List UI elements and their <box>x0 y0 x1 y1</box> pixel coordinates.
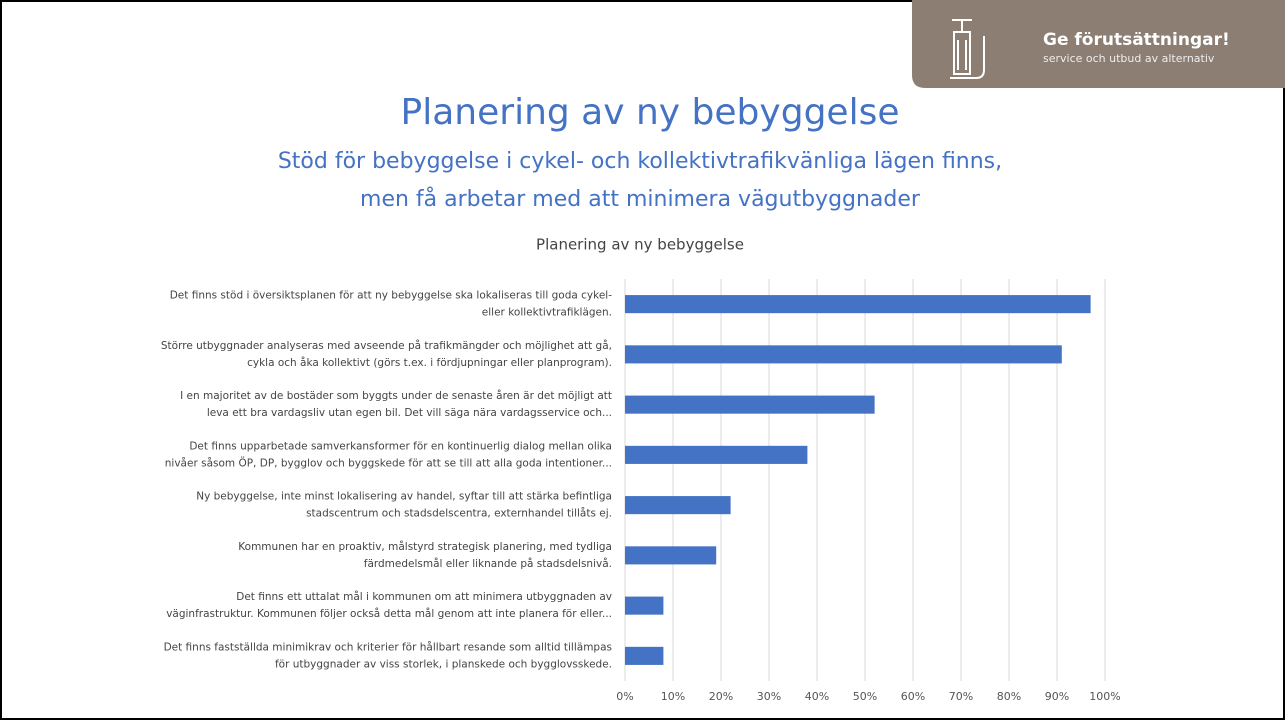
y-tick-label: leva ett bra vardagsliv utan egen bil. D… <box>207 407 612 419</box>
y-tick-label: stadscentrum och stadsdelscentra, extern… <box>306 507 612 520</box>
bar <box>625 646 664 665</box>
bar <box>625 345 1062 364</box>
bar <box>625 496 731 515</box>
slide-subtitle: men få arbetar med att minimera vägutbyg… <box>360 186 921 212</box>
x-tick-label: 50% <box>853 690 877 703</box>
y-tick-label: Det finns stöd i översiktsplanen för att… <box>170 290 612 302</box>
y-tick-label: nivåer såsom ÖP, DP, bygglov och byggske… <box>165 456 612 469</box>
y-tick-label: Det finns upparbetade samverkansformer f… <box>189 440 612 452</box>
x-tick-label: 20% <box>709 690 733 703</box>
y-tick-label: Kommunen har en proaktiv, målstyrd strat… <box>238 540 612 553</box>
x-tick-label: 100% <box>1089 690 1120 703</box>
x-tick-label: 30% <box>757 690 781 703</box>
x-tick-label: 40% <box>805 690 829 703</box>
y-tick-label: I en majoritet av de bostäder som byggts… <box>180 389 612 402</box>
badge <box>912 0 1285 88</box>
pump-icon <box>950 19 985 79</box>
y-tick-label: eller kollektivtrafiklägen. <box>482 307 612 319</box>
bar <box>625 596 664 615</box>
y-tick-label: för utbyggnader av viss storlek, i plans… <box>275 658 612 670</box>
x-tick-label: 0% <box>616 690 633 703</box>
x-tick-label: 10% <box>661 690 685 703</box>
bar <box>625 445 808 464</box>
x-tick-label: 70% <box>949 690 973 703</box>
y-tick-label: färdmedelsmål eller liknande på stadsdel… <box>364 557 612 570</box>
bar <box>625 295 1091 314</box>
bar <box>625 395 875 414</box>
slide-title: Planering av ny bebyggelse <box>401 92 900 133</box>
badge-title: Ge förutsättningar! <box>1043 30 1230 50</box>
bar <box>625 546 717 565</box>
y-tick-label: väginfrastruktur. Kommunen följer också … <box>166 607 612 620</box>
badge-subtitle: service och utbud av alternativ <box>1043 52 1215 65</box>
slide-subtitle: Stöd för bebyggelse i cykel- och kollekt… <box>278 149 1002 174</box>
x-tick-label: 60% <box>901 690 925 703</box>
chart-title: Planering av ny bebyggelse <box>536 236 744 254</box>
y-tick-label: Det finns fastställda minimikrav och kri… <box>164 640 612 653</box>
x-tick-label: 80% <box>997 690 1021 703</box>
y-tick-label: Ny bebyggelse, inte minst lokalisering a… <box>196 491 612 503</box>
y-tick-label: cykla och åka kollektivt (görs t.ex. i f… <box>247 356 612 369</box>
x-tick-label: 90% <box>1045 690 1069 703</box>
y-tick-label: Större utbyggnader analyseras med avseen… <box>161 339 612 352</box>
y-tick-label: Det finns ett uttalat mål i kommunen om … <box>236 590 612 603</box>
